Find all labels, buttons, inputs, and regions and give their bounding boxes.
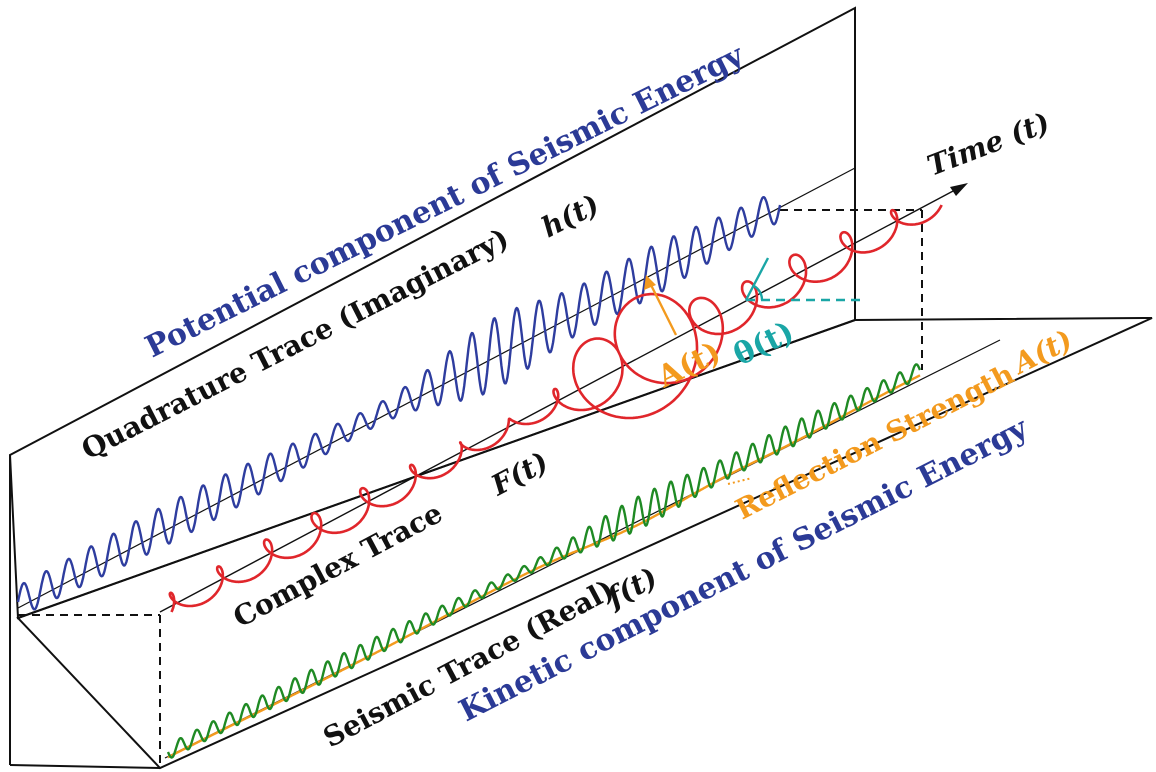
F-of-t-label: F(t) [485, 445, 554, 502]
phase-angle-marker [744, 257, 862, 302]
potential-energy-label: Potential component of Seismic Energy [140, 37, 751, 365]
amplitude-arrow [644, 275, 678, 336]
quadrature-trace-curve [16, 196, 782, 611]
projection-lines [18, 209, 923, 765]
theta-of-t-label: θ(t) [728, 314, 799, 373]
time-axis-label: Time (t) [923, 106, 1054, 183]
reflection-pointer [727, 477, 753, 485]
time-axis-arrowhead [950, 183, 968, 196]
A-of-t-reflection-label: A(t) [1006, 323, 1078, 382]
h-of-t-label: h(t) [536, 188, 604, 245]
complex-trace-curve [168, 204, 943, 613]
plane-base-edge [9, 764, 161, 769]
seismic-trace-curve [166, 363, 922, 759]
real-plane [16, 317, 1153, 770]
imaginary-baseline [17, 167, 856, 609]
A-of-t-circle-label: A(t) [651, 335, 726, 396]
